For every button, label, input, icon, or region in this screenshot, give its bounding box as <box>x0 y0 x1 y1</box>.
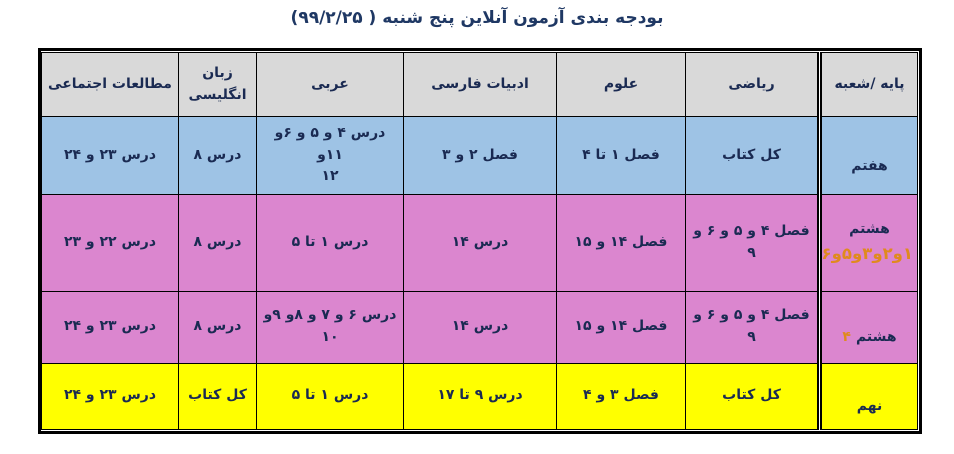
eighth-4-social-cell: درس ۲۳ و ۲۴ <box>41 290 179 364</box>
header-english: زبان انگلیسی <box>178 52 257 117</box>
header-row: پایه /شعبه ریاضی علوم ادبیات فارسی عربی … <box>41 52 918 117</box>
ninth-grade-cell: نهم <box>817 362 918 430</box>
eighth-4-math-cell: فصل ۴ و ۵ و ۶ و ۹ <box>685 290 820 364</box>
grade-label: هشتم <box>849 220 890 237</box>
ninth-science-cell: فصل ۳ و ۴ <box>556 362 686 430</box>
header-literature: ادبیات فارسی <box>403 52 557 117</box>
grade-label: هفتم <box>851 157 888 174</box>
seventh-social-cell: درس ۲۳ و ۲۴ <box>41 116 179 195</box>
header-social: مطالعات اجتماعی <box>41 52 179 117</box>
ninth-social-cell: درس ۲۳ و ۲۴ <box>41 362 179 430</box>
seventh-arabic-cell: درس ۴ و ۵ و ۶و ۱۱و ۱۲ <box>256 116 404 195</box>
eighth-4-arabic-cell: درس ۶ و ۷ و ۸و ۹و ۱۰ <box>256 290 404 364</box>
eighth-branches-science-cell: فصل ۱۴ و ۱۵ <box>556 194 686 292</box>
row-grade-eighth-branches: هشتم ۱و۲و۳و۵و۶ فصل ۴ و ۵ و ۶ و ۹ فصل ۱۴ و… <box>41 194 918 292</box>
eighth-branches-grade-cell: هشتم ۱و۲و۳و۵و۶ <box>817 194 918 292</box>
eighth-branches-arabic-cell: درس ۱ تا ۵ <box>256 194 404 292</box>
header-science: علوم <box>556 52 686 117</box>
seventh-math-cell: کل کتاب <box>685 116 820 195</box>
seventh-grade-cell: هفتم <box>817 116 918 195</box>
exam-schedule-table: پایه /شعبه ریاضی علوم ادبیات فارسی عربی … <box>41 52 918 430</box>
seventh-english-cell: درس ۸ <box>178 116 257 195</box>
eighth-branches-math-cell: فصل ۴ و ۵ و ۶ و ۹ <box>685 194 820 292</box>
header-math: ریاضی <box>685 52 820 117</box>
eighth-4-grade-cell: هشتم۴ <box>817 290 918 364</box>
row-grade-ninth: نهم کل کتاب فصل ۳ و ۴ درس ۹ تا ۱۷ درس ۱ … <box>41 362 918 430</box>
grade-branch-label: ۴ <box>842 329 851 346</box>
eighth-4-literature-cell: درس ۱۴ <box>403 290 557 364</box>
ninth-arabic-cell: درس ۱ تا ۵ <box>256 362 404 430</box>
eighth-branches-english-cell: درس ۸ <box>178 194 257 292</box>
grade-label: هشتم <box>855 329 897 346</box>
grade-label: نهم <box>856 398 883 415</box>
row-grade-seventh: هفتم کل کتاب فصل ۱ تا ۴ فصل ۲ و ۳ درس ۴ … <box>41 116 918 195</box>
ninth-math-cell: کل کتاب <box>685 362 820 430</box>
row-grade-eighth-4: هشتم۴ فصل ۴ و ۵ و ۶ و ۹ فصل ۱۴ و ۱۵ درس … <box>41 290 918 364</box>
page-title: بودجه بندی آزمون آنلاین پنج شنبه ( ۹۹/۲/… <box>290 8 664 28</box>
ninth-english-cell: کل کتاب <box>178 362 257 430</box>
header-grade: پایه /شعبه <box>817 52 918 117</box>
ninth-literature-cell: درس ۹ تا ۱۷ <box>403 362 557 430</box>
seventh-science-cell: فصل ۱ تا ۴ <box>556 116 686 195</box>
header-arabic: عربی <box>256 52 404 117</box>
eighth-branches-literature-cell: درس ۱۴ <box>403 194 557 292</box>
eighth-branches-social-cell: درس ۲۲ و ۲۳ <box>41 194 179 292</box>
grade-branch-label: ۱و۲و۳و۵و۶ <box>821 244 914 264</box>
eighth-4-science-cell: فصل ۱۴ و ۱۵ <box>556 290 686 364</box>
exam-schedule-table-frame: پایه /شعبه ریاضی علوم ادبیات فارسی عربی … <box>38 48 922 434</box>
seventh-literature-cell: فصل ۲ و ۳ <box>403 116 557 195</box>
eighth-4-english-cell: درس ۸ <box>178 290 257 364</box>
